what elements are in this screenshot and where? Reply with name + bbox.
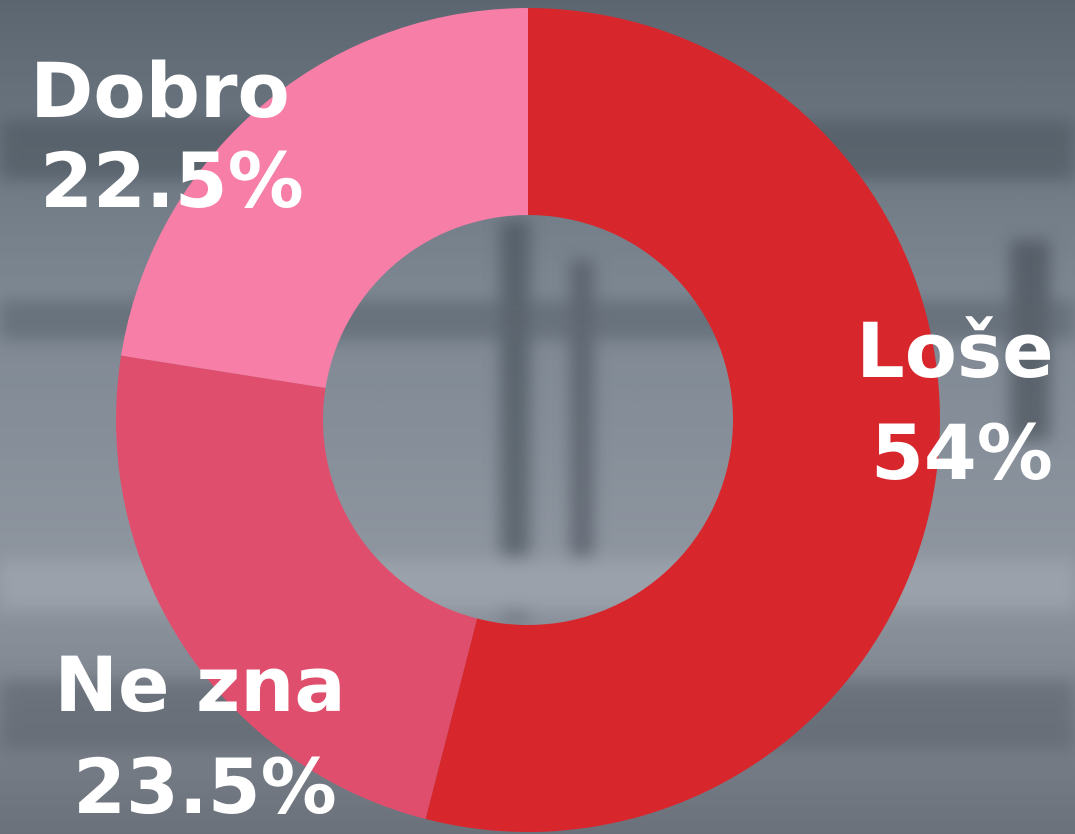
segment-value: 23.5% [73,742,337,831]
segment-value: 22.5% [40,136,304,225]
segment-name: Ne zna [54,640,345,729]
chart: Loše 54% Ne zna 23.5% Dobro22.5% [0,0,1075,834]
segment-value: 54% [871,408,1053,497]
page: {"chart_data": {"type": "donut", "catego… [0,0,1075,834]
segment-name: Loše [856,306,1053,395]
segment-name: Dobro [30,46,289,135]
